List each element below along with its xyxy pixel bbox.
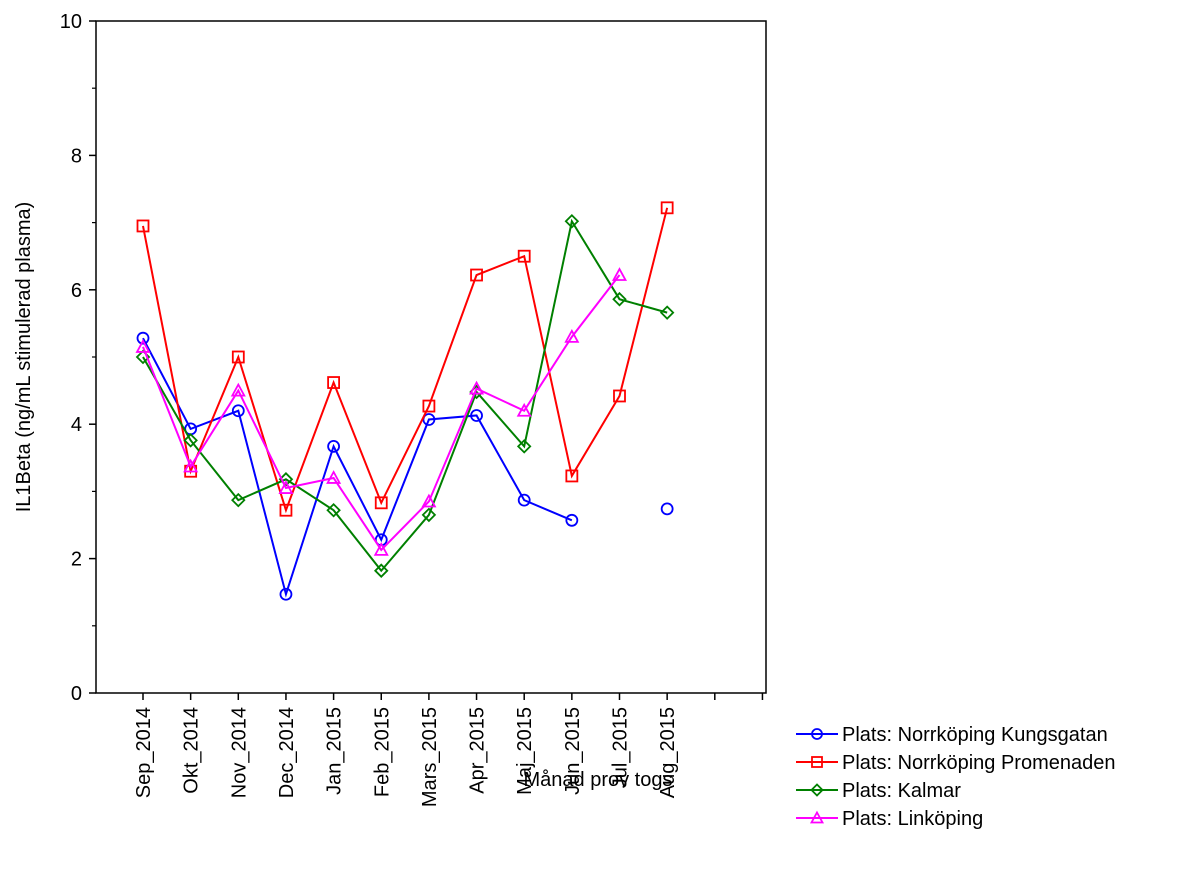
- x-tick-label: Feb_2015: [371, 707, 393, 797]
- data-point: [659, 305, 675, 320]
- x-tick-label: Aug_2015: [657, 707, 679, 798]
- x-tick-label: Jan_2015: [324, 707, 346, 795]
- series-3: [135, 213, 675, 578]
- data-point: [564, 213, 580, 229]
- data-point: [230, 382, 246, 397]
- data-point: [279, 503, 293, 517]
- x-tick-label: Jul_2015: [610, 707, 632, 788]
- legend-label: Plats: Norrköping Promenaden: [842, 752, 1115, 774]
- data-point: [326, 470, 342, 484]
- data-point: [278, 480, 294, 494]
- series-layer: [135, 201, 675, 601]
- data-point: [470, 268, 483, 282]
- data-point: [564, 328, 580, 343]
- series-2: [136, 201, 674, 517]
- legend-marker: [811, 728, 823, 740]
- legend-item: Plats: Linköping: [796, 808, 983, 830]
- x-tick-label: Nov_2014: [228, 707, 250, 798]
- series-4: [135, 267, 628, 556]
- legend-item: Plats: Kalmar: [796, 780, 961, 802]
- legend-marker: [811, 756, 823, 768]
- data-point: [183, 433, 198, 448]
- x-tick-label: Maj_2015: [514, 707, 536, 795]
- series-line: [142, 218, 668, 573]
- data-point: [231, 350, 245, 364]
- y-tick-label: 2: [71, 549, 82, 571]
- data-point: [231, 492, 246, 508]
- y-tick-label: 10: [60, 11, 82, 33]
- data-point: [135, 339, 151, 353]
- data-point: [327, 439, 341, 453]
- y-tick-label: 8: [71, 145, 82, 167]
- legend-label: Plats: Norrköping Kungsgatan: [842, 724, 1108, 746]
- data-point: [373, 563, 389, 578]
- data-point: [422, 399, 436, 413]
- legend-marker: [809, 810, 825, 824]
- series-line: [142, 274, 621, 552]
- series-line: [142, 337, 573, 598]
- x-axis: Sep_2014 Okt_2014 Nov_2014 Dec_2014 Jan_2015…: [133, 693, 764, 807]
- data-point: [516, 439, 532, 454]
- data-point: [516, 402, 532, 417]
- data-point: [611, 267, 628, 281]
- data-point: [517, 249, 531, 263]
- data-point: [613, 389, 626, 403]
- data-point: [612, 291, 627, 307]
- y-axis: 0 2 4 6 8 10: [60, 11, 96, 705]
- x-tick-label: Jun_2015: [562, 707, 584, 795]
- series-1: [136, 331, 674, 601]
- x-tick-label: Okt_2014: [181, 707, 203, 794]
- data-point: [421, 507, 437, 523]
- data-point: [278, 472, 294, 487]
- legend-label: Plats: Linköping: [842, 808, 983, 830]
- data-point: [517, 493, 531, 507]
- data-point: [422, 413, 436, 426]
- data-point: [565, 469, 579, 483]
- x-tick-label: Sep_2014: [133, 707, 155, 798]
- legend: Plats: Norrköping Kungsgatan Plats: Norrk…: [796, 724, 1115, 830]
- y-tick-label: 0: [71, 683, 82, 705]
- data-point: [279, 587, 293, 601]
- data-point: [326, 502, 341, 518]
- data-point: [470, 409, 483, 422]
- data-point: [660, 502, 674, 516]
- y-axis-title: IL1Beta (ng/mL stimulerad plasma): [13, 202, 35, 513]
- legend-item: Plats: Norrköping Promenaden: [796, 752, 1115, 774]
- y-tick-label: 4: [71, 414, 82, 436]
- data-point: [421, 493, 437, 508]
- data-point: [660, 201, 674, 215]
- data-point: [373, 541, 389, 556]
- x-tick-label: Dec_2014: [276, 707, 298, 798]
- data-point: [183, 458, 199, 473]
- data-point: [374, 496, 388, 510]
- data-point: [565, 513, 579, 527]
- data-point: [136, 331, 150, 345]
- legend-marker: [810, 783, 824, 797]
- plot-frame: [95, 20, 767, 694]
- legend-item: Plats: Norrköping Kungsgatan: [796, 724, 1108, 746]
- data-point: [231, 404, 245, 418]
- data-point: [327, 376, 341, 389]
- legend-label: Plats: Kalmar: [842, 780, 961, 802]
- data-point: [469, 380, 485, 395]
- y-tick-label: 6: [71, 280, 82, 302]
- data-point: [136, 219, 150, 233]
- x-tick-label: Mars_2015: [419, 707, 441, 807]
- x-axis-title: Månad prov togs: [524, 769, 673, 791]
- series-line: [142, 207, 669, 514]
- x-tick-label: Apr_2015: [467, 707, 489, 794]
